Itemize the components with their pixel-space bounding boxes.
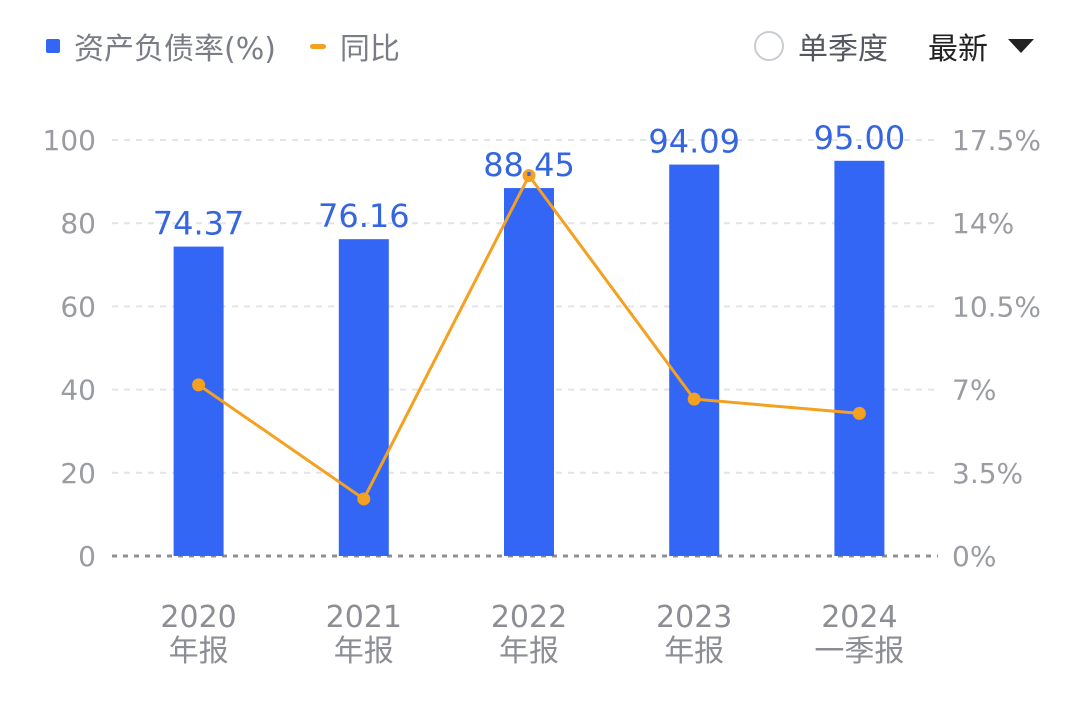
x-tick-year-label: 2024 <box>821 600 897 635</box>
bar <box>173 246 224 557</box>
x-tick-year-label: 2022 <box>491 600 567 635</box>
y-right-tick-label: 3.5% <box>952 457 1023 490</box>
bar-swatch-icon <box>46 39 60 53</box>
bar <box>669 164 720 556</box>
yoy-point <box>357 492 371 506</box>
bar-value-label: 76.16 <box>318 197 410 235</box>
single-quarter-toggle[interactable]: 单季度 <box>798 32 888 67</box>
x-tick-period-label: 年报 <box>499 634 559 669</box>
y-left-tick-label: 80 <box>60 207 96 240</box>
y-left-tick-label: 0 <box>78 540 96 573</box>
x-tick-period-label: 年报 <box>664 634 724 669</box>
bar-value-label: 95.00 <box>814 119 906 157</box>
x-tick-period-label: 年报 <box>169 634 229 669</box>
legend-debt-ratio-label: 资产负债率(%) <box>74 32 276 67</box>
period-dropdown[interactable]: 最新 <box>928 24 1034 68</box>
y-left-tick-label: 60 <box>60 290 96 323</box>
y-left-tick-label: 100 <box>43 124 96 157</box>
bar <box>834 160 885 557</box>
chart-controls: 单季度 最新 <box>754 22 1034 70</box>
x-tick-year-label: 2020 <box>160 600 236 635</box>
bar-value-label: 74.37 <box>153 205 245 243</box>
legend-yoy-label: 同比 <box>339 32 400 67</box>
bar <box>338 239 389 557</box>
legend-item-yoy[interactable]: 同比 <box>309 24 400 68</box>
y-right-tick-label: 17.5% <box>952 124 1041 157</box>
yoy-point <box>852 406 866 420</box>
x-tick-year-label: 2021 <box>326 600 402 635</box>
bar-value-label: 88.45 <box>483 146 575 184</box>
radio-circle-icon[interactable] <box>754 31 784 61</box>
x-tick-period-label: 一季报 <box>814 634 904 669</box>
y-right-tick-label: 14% <box>952 207 1014 240</box>
y-right-tick-label: 10.5% <box>952 290 1041 323</box>
bar <box>504 188 554 556</box>
period-dropdown-label: 最新 <box>928 32 988 67</box>
y-right-tick-label: 0% <box>952 540 996 573</box>
x-tick-period-label: 年报 <box>334 634 394 669</box>
y-right-tick-label: 7% <box>952 374 996 407</box>
yoy-point <box>192 378 206 392</box>
legend-item-debt-ratio[interactable]: 资产负债率(%) <box>46 24 276 68</box>
y-left-tick-label: 40 <box>60 374 96 407</box>
chart-legend: 资产负债率(%) 同比 <box>46 22 400 70</box>
y-left-tick-label: 20 <box>60 457 96 490</box>
x-tick-year-label: 2023 <box>656 600 732 635</box>
caret-down-icon <box>1008 39 1034 53</box>
yoy-point <box>687 392 701 406</box>
yoy-point <box>522 169 536 183</box>
line-swatch-icon <box>309 43 326 49</box>
bar-value-label: 94.09 <box>648 123 740 161</box>
